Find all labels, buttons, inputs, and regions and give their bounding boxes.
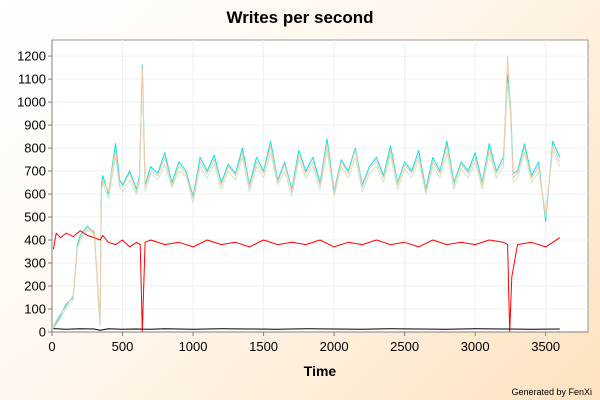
series-line-1 bbox=[52, 69, 561, 329]
x-tick-label-0: 0 bbox=[48, 339, 55, 354]
series-line-2 bbox=[52, 55, 561, 327]
series-line-4 bbox=[53, 328, 560, 331]
y-tick-label-1: 100 bbox=[24, 302, 46, 317]
x-tick-label-1: 500 bbox=[112, 339, 134, 354]
x-tick-label-5: 2500 bbox=[390, 339, 419, 354]
y-tick-label-8: 800 bbox=[24, 141, 46, 156]
y-tick-label-5: 500 bbox=[24, 210, 46, 225]
y-tick-label-12: 1200 bbox=[17, 49, 46, 64]
y-tick-label-9: 900 bbox=[24, 118, 46, 133]
series-group bbox=[52, 55, 561, 333]
axes bbox=[51, 40, 588, 333]
y-tick-label-6: 600 bbox=[24, 187, 46, 202]
y-tick-label-4: 400 bbox=[24, 233, 46, 248]
footer-text: Generated by FenXi bbox=[511, 387, 592, 397]
x-tick-labels: 0 500 1000 1500 2000 2500 3000 3500 bbox=[48, 332, 560, 354]
series-line-3 bbox=[52, 230, 561, 333]
y-tick-label-11: 1100 bbox=[18, 72, 46, 87]
x-tick-label-3: 1500 bbox=[249, 339, 278, 354]
y-tick-labels: 0 100 200 300 400 500 600 700 800 900 1000 1100 1200 bbox=[17, 49, 52, 340]
y-tick-label-2: 200 bbox=[24, 279, 46, 294]
y-tick-label-0: 0 bbox=[39, 325, 46, 340]
x-tick-label-6: 3000 bbox=[461, 339, 490, 354]
y-tick-label-10: 1000 bbox=[17, 95, 46, 110]
x-axis-label: Time bbox=[304, 363, 337, 379]
chart-title: Writes per second bbox=[226, 8, 373, 27]
x-tick-label-2: 1000 bbox=[179, 339, 208, 354]
y-tick-label-7: 700 bbox=[24, 164, 46, 179]
x-tick-label-7: 3500 bbox=[531, 339, 560, 354]
y-tick-label-3: 300 bbox=[24, 256, 46, 271]
x-tick-label-4: 2000 bbox=[320, 339, 349, 354]
